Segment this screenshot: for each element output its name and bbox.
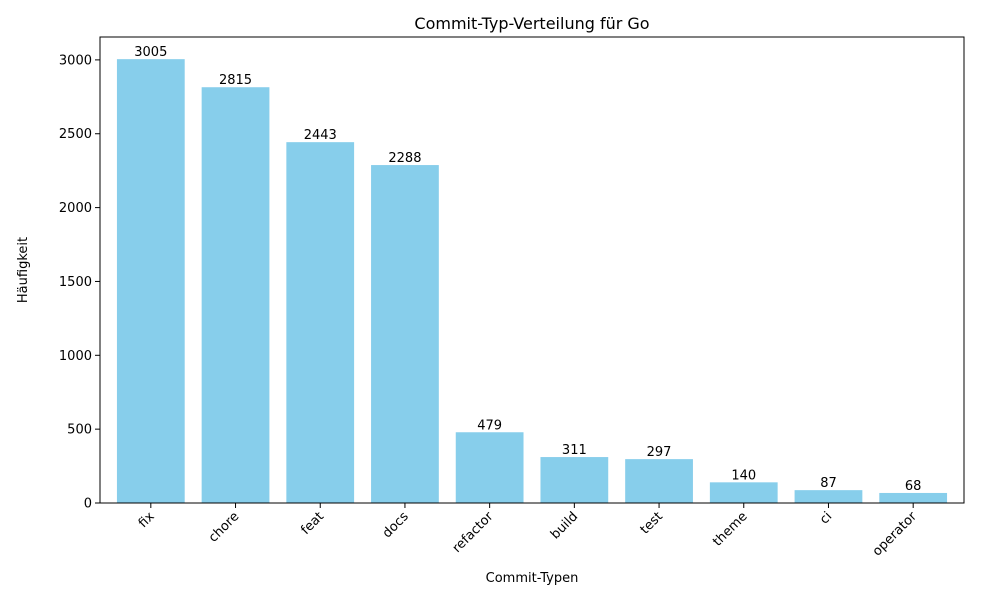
data-label-feat: 2443 [304,128,337,143]
data-label-docs: 2288 [388,151,421,166]
x-axis-title: Commit-Typen [486,571,579,586]
data-label-build: 311 [562,443,587,458]
bars-layer [116,59,948,503]
bar-theme [709,482,778,503]
data-label-ci: 87 [820,476,837,491]
chart-title: Commit-Typ-Verteilung für Go [414,14,649,33]
bar-build [540,457,609,503]
data-labels-layer: 3005 2815 2443 2288 479 311 297 140 87 68 [134,45,921,494]
data-label-operator: 68 [905,479,922,494]
bar-operator [879,492,948,503]
y-tick-label-2500: 2500 [59,127,92,142]
bar-refactor [455,432,524,503]
y-axis-ticks: 0 500 1000 1500 2000 2500 3000 [59,53,100,512]
data-label-chore: 2815 [219,73,252,88]
y-tick-label-2000: 2000 [59,201,92,216]
y-tick-label-1000: 1000 [59,349,92,364]
data-label-test: 297 [647,445,672,460]
data-label-fix: 3005 [134,45,167,60]
bar-chore [201,87,270,503]
bar-fix [116,59,185,503]
plot-frame [99,36,965,504]
bar-docs [371,165,439,503]
bar-test [625,459,693,503]
data-label-refactor: 479 [477,418,502,433]
y-tick-label-1500: 1500 [59,275,92,290]
y-tick-label-500: 500 [67,423,92,438]
y-axis-title: Häufigkeit [16,237,31,303]
y-tick-label-3000: 3000 [59,53,92,68]
bar-feat [286,142,355,503]
bar-ci [794,490,863,503]
y-tick-label-0: 0 [84,497,92,512]
data-label-theme: 140 [731,468,756,483]
